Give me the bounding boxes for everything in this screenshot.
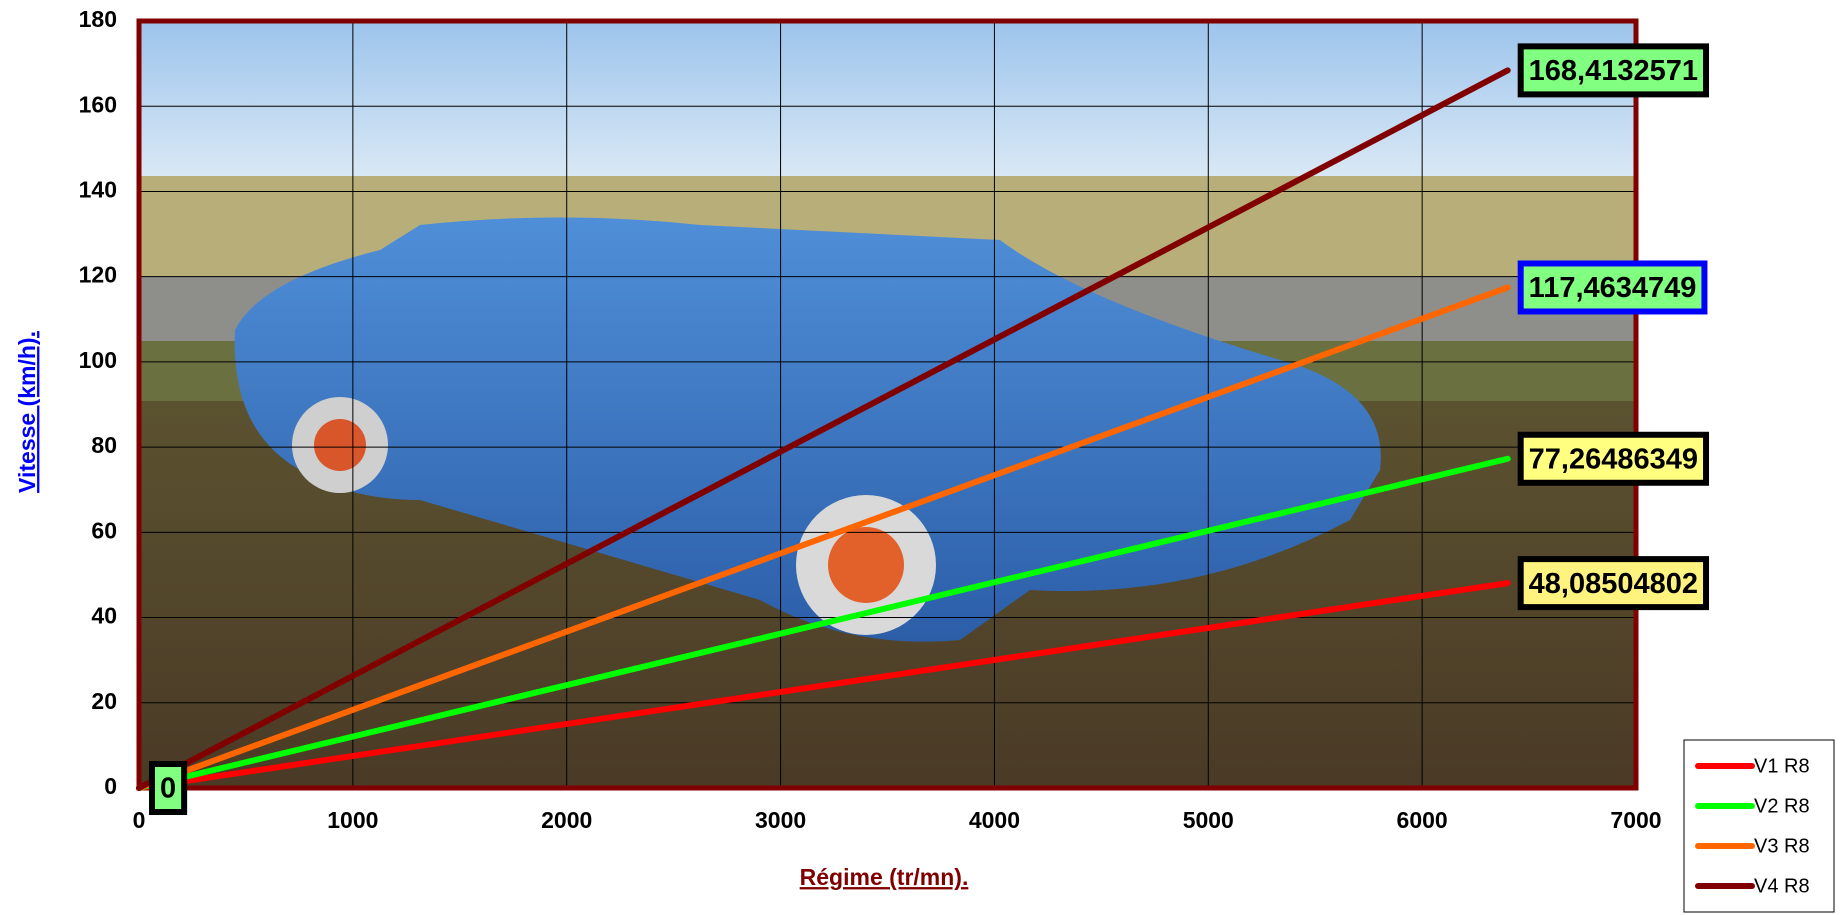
series-line: [136, 455, 1511, 791]
data-label-box: [1517, 431, 1710, 486]
data-label: 168,4132571: [1517, 43, 1710, 98]
data-label-text: 117,4634749: [1529, 272, 1697, 304]
legend-label: V3 R8: [1754, 835, 1810, 857]
plot-border: [136, 18, 1639, 791]
y-tick-label: 140: [79, 177, 117, 203]
y-axis-title: Vitesse (km/h).: [14, 331, 40, 493]
y-tick-label: 100: [79, 347, 117, 373]
y-tick-label: 40: [91, 603, 117, 629]
data-label: 117,4634749: [1517, 260, 1708, 315]
y-tick-label: 160: [79, 91, 117, 117]
data-label-box: [1517, 43, 1710, 98]
y-tick-label: 80: [91, 432, 117, 458]
data-label: 48,08504802: [1517, 556, 1710, 611]
data-label-text: 0: [160, 773, 176, 805]
x-axis-title: Régime (tr/mn).: [800, 864, 969, 890]
x-tick-label: 7000: [1610, 807, 1661, 833]
legend-label: V1 R8: [1754, 755, 1810, 777]
data-label: 0: [149, 761, 188, 815]
x-tick-label: 2000: [541, 807, 592, 833]
y-tick-label: 60: [91, 517, 117, 543]
data-label-text: 48,08504802: [1529, 568, 1698, 600]
series-line: [136, 67, 1511, 791]
data-label-text: 168,4132571: [1529, 55, 1698, 87]
x-tick-label: 1000: [327, 807, 378, 833]
x-tick-label: 6000: [1397, 807, 1448, 833]
data-label-text: 77,26486349: [1529, 443, 1698, 475]
legend: V1 R8 V2 R8 V3 R8 V4 R8: [1683, 739, 1835, 913]
x-tick-label: 0: [133, 807, 146, 833]
legend-label: V4 R8: [1754, 875, 1810, 897]
y-tick-label: 120: [79, 262, 117, 288]
data-label-box: [149, 761, 188, 815]
y-tick-label: 0: [104, 773, 117, 799]
data-label-box: [1517, 260, 1708, 315]
series-line: [136, 580, 1511, 791]
x-tick-label: 4000: [969, 807, 1020, 833]
data-label-box: [1517, 556, 1710, 611]
series-line: [136, 284, 1511, 791]
data-label: 77,26486349: [1517, 431, 1710, 486]
x-tick-label: 3000: [755, 807, 806, 833]
legend-label: V2 R8: [1754, 795, 1810, 817]
x-tick-label: 5000: [1183, 807, 1234, 833]
y-tick-label: 20: [91, 688, 117, 714]
y-tick-label: 180: [79, 6, 117, 32]
